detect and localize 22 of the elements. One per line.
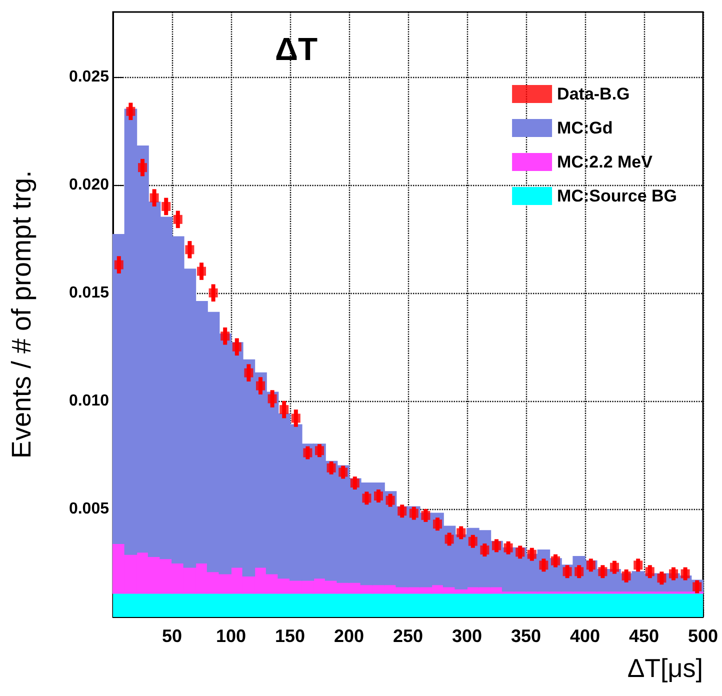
legend-label: MC:2.2 MeV: [557, 152, 654, 172]
x-tick-label: 350: [510, 626, 542, 646]
x-tick-label: 450: [628, 626, 660, 646]
y-tick-label: 0.010: [68, 392, 110, 410]
x-tick-label: 400: [570, 626, 600, 646]
legend-label: MC:Source BG: [557, 186, 678, 206]
x-tick-label: 500: [688, 626, 718, 646]
x-axis-title: ΔT[μs]: [627, 653, 703, 683]
x-tick-label: 200: [334, 626, 364, 646]
x-tick-label: 100: [216, 626, 246, 646]
legend-label: MC:Gd: [557, 118, 613, 138]
x-tick-label: 300: [452, 626, 482, 646]
y-tick-label: 0.015: [68, 284, 110, 302]
y-tick-label: 0.020: [68, 176, 110, 194]
legend-label: Data-B.G: [557, 84, 630, 104]
y-tick-label: 0.005: [68, 500, 110, 518]
y-axis-title: Events / # of prompt trg.: [6, 170, 36, 459]
x-tick-label: 250: [392, 626, 424, 646]
y-tick-label: 0.025: [68, 68, 110, 86]
text: ΔT: [275, 31, 318, 67]
x-tick-label: 150: [274, 626, 306, 646]
x-tick-label: 50: [162, 626, 182, 646]
